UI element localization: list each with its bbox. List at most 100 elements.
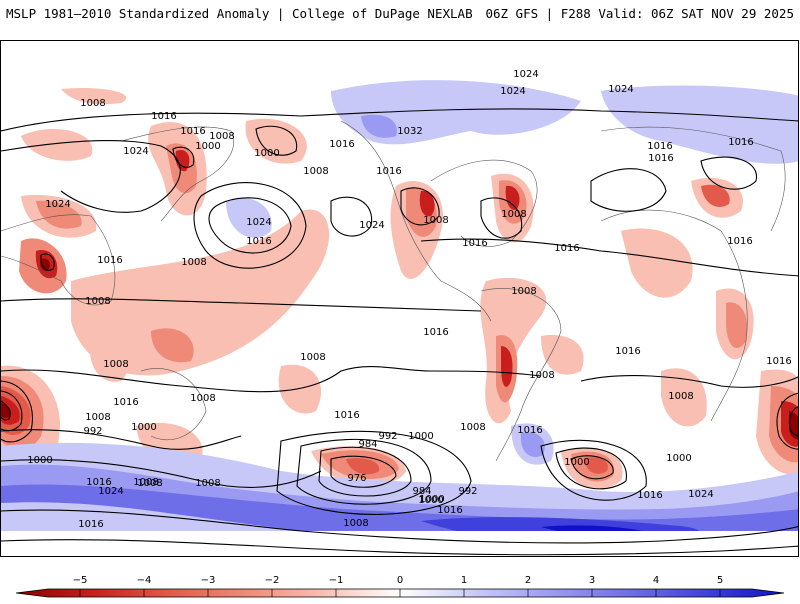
colorbar-ticks: −5 −4 −3 −2 −1 0 1 2 3 4 5: [73, 575, 724, 586]
isobar: [1, 139, 181, 213]
isobar-label: 1008: [190, 393, 215, 404]
isobar-label: 1016: [615, 346, 640, 357]
isobar-label: 1008: [80, 98, 105, 109]
colorbar: −5 −4 −3 −2 −1 0 1 2 3 4 5: [0, 568, 800, 600]
anomaly-fill: [40, 258, 50, 271]
isobar-label: 1008: [668, 391, 693, 402]
anomaly-fill: [621, 228, 693, 298]
isobar-label: 984: [412, 486, 431, 497]
anomaly-map: 1008 1016 1016 1008 1000 1000 1008 1016 …: [1, 69, 798, 556]
colorbar-tick: −4: [137, 575, 152, 586]
coastline: [600, 126, 786, 232]
isobar-label: 1008: [300, 352, 325, 363]
isobar: [1, 380, 33, 443]
anomaly-fill: [90, 340, 130, 382]
isobar: [255, 125, 298, 156]
isobar-label: 1016: [637, 490, 662, 501]
anomaly-fill: [331, 80, 581, 145]
isobar: [570, 455, 614, 480]
anomaly-fill: [226, 197, 272, 238]
anomaly-fill: [21, 128, 93, 161]
isobar-label: 992: [458, 486, 477, 497]
anomaly-fill: [175, 150, 190, 172]
coastline: [340, 120, 492, 322]
colorbar-tick: 3: [589, 575, 595, 586]
isobar-label: 1016: [97, 255, 122, 266]
isobar: [330, 455, 397, 488]
isobar: [1, 366, 542, 393]
isobar: [400, 187, 440, 226]
isobar: [700, 156, 758, 190]
isobar-label: 992: [378, 431, 397, 442]
isobar-label: 976: [347, 473, 366, 484]
isobar-label: 1008: [85, 296, 110, 307]
anomaly-fill: [151, 328, 194, 363]
isobar-label: 1008: [303, 166, 328, 177]
colorbar-tick: 4: [653, 575, 659, 586]
isobar: [590, 168, 667, 212]
isobar-label: 1024: [98, 486, 123, 497]
isobar: [172, 146, 195, 168]
isobar-label: 1016: [517, 425, 542, 436]
isobar-label: 1008: [501, 209, 526, 220]
isobar-label: 1008: [137, 478, 162, 489]
isobar: [1, 390, 23, 432]
map-panel: 1008 1016 1016 1008 1000 1000 1008 1016 …: [0, 40, 799, 557]
isobar-label: 1016: [246, 236, 271, 247]
isobar-label: 1016: [376, 166, 401, 177]
coastline: [120, 126, 234, 222]
isobar-label: 1016: [648, 153, 673, 164]
isobar-label: 1016: [554, 243, 579, 254]
coastline: [140, 368, 207, 441]
isobar: [580, 375, 798, 388]
isobar: [330, 196, 373, 237]
anomaly-fill: [601, 85, 798, 164]
anomaly-fill: [361, 114, 397, 138]
isobar-label: 1032: [397, 126, 422, 137]
isobar-label: 1016: [86, 477, 111, 488]
anomaly-fill: [541, 335, 584, 375]
isobar-label: 1008: [181, 257, 206, 268]
isobar: [480, 197, 523, 239]
anomaly-fill: [505, 185, 520, 210]
isobar-label: 1024: [608, 84, 633, 95]
anomaly-fill: [726, 302, 748, 349]
anomaly-fill: [245, 118, 307, 164]
isobar: [1, 108, 798, 132]
isobar-label: 1016: [423, 327, 448, 338]
anomaly-fill: [71, 209, 330, 376]
coastline: [600, 209, 748, 422]
isobar: [555, 447, 627, 490]
isobar: [1, 429, 242, 450]
coastline: [430, 159, 538, 247]
anomaly-fill: [1, 531, 798, 556]
isobar-label: 1016: [180, 126, 205, 137]
anomaly-fill: [346, 458, 380, 475]
negative-anomaly-fills: [1, 87, 798, 489]
isobar-label: 1000: [418, 495, 443, 506]
isobar-label: 1008: [529, 370, 554, 381]
isobar-label: 1000: [419, 494, 444, 505]
isobar-label: 1016: [78, 519, 103, 530]
isobar-label: 1024: [246, 217, 271, 228]
isobar: [1, 509, 798, 544]
isobar-label: 1008: [103, 359, 128, 370]
isobar-label: 1024: [123, 146, 148, 157]
isobar-label: 1016: [113, 397, 138, 408]
isobar-label: 1024: [688, 489, 713, 500]
header: MSLP 1981–2010 Standardized Anomaly | Co…: [0, 0, 800, 34]
anomaly-fill: [520, 432, 545, 457]
anomaly-fill: [701, 184, 730, 207]
isobar-label: 1008: [195, 478, 220, 489]
isobar: [1, 400, 11, 421]
isobar-label: 1016: [151, 111, 176, 122]
isobar-contours: [1, 108, 798, 556]
isobar-label: 1024: [45, 199, 70, 210]
isobar-label: 1000: [564, 457, 589, 468]
isobar-label: 1024: [513, 69, 538, 80]
isobar: [540, 439, 647, 501]
isobar-label: 1024: [359, 220, 384, 231]
colorbar-tick: 2: [525, 575, 531, 586]
isobar-label: 1008: [423, 215, 448, 226]
anomaly-fill: [278, 364, 322, 414]
